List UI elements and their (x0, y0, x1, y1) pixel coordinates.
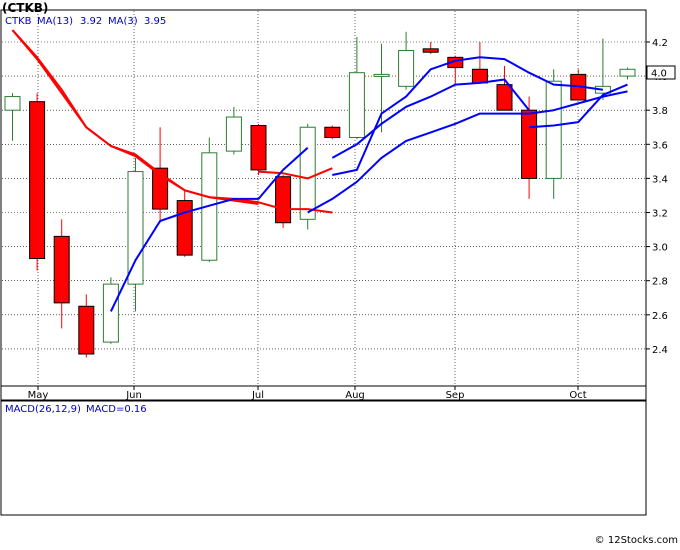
macd-panel (0, 400, 647, 516)
price-x-axis: May Jun Jul Aug Sep Oct (28, 386, 587, 401)
ma13-line (11, 29, 333, 214)
legend-ma13-value: 3.92 (80, 16, 102, 27)
candle-down (521, 109, 538, 179)
candle-down (471, 68, 488, 84)
candle-up (225, 116, 242, 152)
legend-ma13-label: MA(13) (37, 16, 73, 27)
candle-down (53, 235, 70, 304)
legend-ticker: CTKB (5, 16, 32, 27)
price-month-strip (0, 385, 647, 401)
candle-down (324, 126, 341, 138)
price-xtick-label: Jul (251, 390, 264, 401)
candle-down (78, 305, 95, 355)
candle-down (496, 84, 513, 111)
candle-up (127, 171, 144, 285)
price-ytick-label: 2.6 (652, 311, 668, 322)
price-ytick-label: 2.4 (652, 345, 668, 356)
price-gridlines (2, 11, 646, 386)
price-ytick-label: 3.8 (652, 106, 668, 117)
candle-up (619, 68, 636, 77)
price-candles (4, 31, 636, 358)
macd-legend-label: MACD(26,12,9) (5, 404, 81, 415)
candle-down (29, 101, 46, 260)
price-ytick-label: 4.2 (652, 38, 668, 49)
price-ytick-label: 3.0 (652, 243, 668, 254)
ma3-line-seg (109, 146, 309, 312)
price-xtick-label: Aug (345, 390, 365, 401)
candle-down (422, 48, 439, 53)
price-ytick-label: 2.8 (652, 277, 668, 288)
price-xtick-label: Sep (446, 390, 465, 401)
candle-up (299, 126, 316, 220)
candle-up (545, 80, 562, 179)
macd-legend-value: MACD=0.16 (86, 404, 147, 415)
ma3-line-seg (529, 83, 628, 129)
price-ytick-label: 3.4 (652, 174, 668, 185)
ma13-line-seg-jul (258, 167, 333, 180)
price-xtick-label: Oct (569, 390, 586, 401)
legend-ma3-label: MA(3) (108, 16, 138, 27)
candle-up (4, 96, 21, 111)
candle-up (594, 85, 611, 94)
last-price-tag-box (646, 65, 676, 80)
ma3-line-seg (307, 90, 628, 214)
candle-down (176, 200, 193, 256)
candle-up (398, 50, 415, 87)
ma3-line (109, 56, 628, 312)
candle-up (348, 72, 365, 138)
last-price-tag: 4.0 (651, 69, 667, 80)
candle-down (275, 176, 292, 224)
ma3-line-seg (332, 56, 604, 176)
price-xtick-label: May (28, 390, 49, 401)
price-ytick-label: 3.2 (652, 209, 668, 220)
ma13-line-seg-1 (11, 29, 333, 214)
legend-ma3-value: 3.95 (144, 16, 166, 27)
ma3-line-seg (331, 78, 530, 159)
price-y-axis: 2.4 2.6 2.8 3.0 3.2 3.4 3.6 3.8 4.0 4.2 (646, 38, 668, 356)
watermark: © 12Stocks.com (595, 535, 678, 546)
chart-title: (CTKB) (2, 1, 48, 15)
price-xtick-label: Jun (125, 390, 142, 401)
candle-down (250, 125, 267, 171)
price-ytick-label: 3.6 (652, 140, 668, 151)
candle-up (102, 283, 119, 343)
candle-up (373, 73, 390, 77)
